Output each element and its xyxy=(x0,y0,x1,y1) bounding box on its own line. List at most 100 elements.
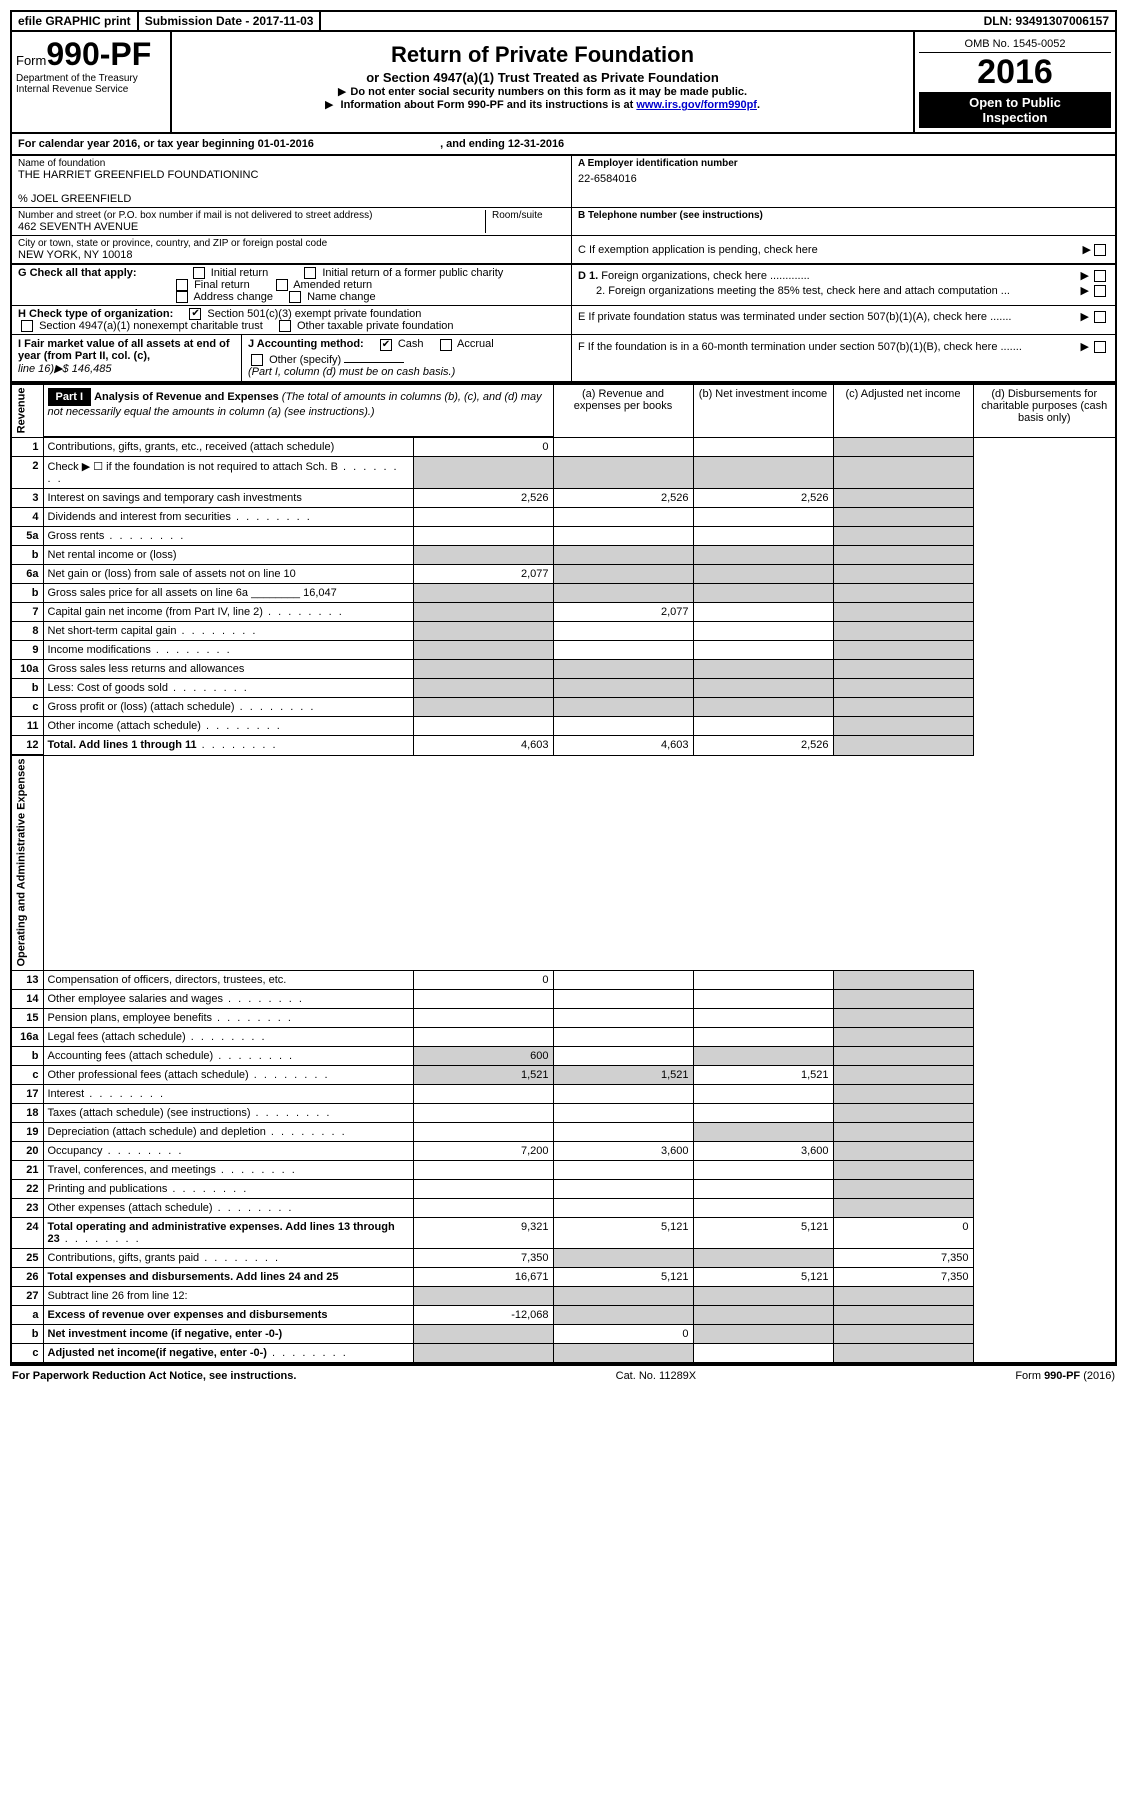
j-note: (Part I, column (d) must be on cash basi… xyxy=(248,366,455,378)
e-label: E If private foundation status was termi… xyxy=(578,311,1012,323)
form-title: Return of Private Foundation xyxy=(176,42,909,68)
row-number: 20 xyxy=(11,1142,43,1161)
row-value xyxy=(833,546,973,565)
top-bar: efile GRAPHIC print Submission Date - 20… xyxy=(10,10,1117,32)
table-row: cGross profit or (loss) (attach schedule… xyxy=(11,698,1116,717)
row-value xyxy=(833,698,973,717)
h-other-taxable[interactable] xyxy=(279,320,291,332)
row-number: 12 xyxy=(11,736,43,756)
table-row: 25Contributions, gifts, grants paid7,350… xyxy=(11,1249,1116,1268)
row-value xyxy=(553,641,693,660)
row-value xyxy=(553,584,693,603)
row-number: 23 xyxy=(11,1199,43,1218)
row-value xyxy=(693,1199,833,1218)
row-value: 7,350 xyxy=(833,1268,973,1287)
city-value: NEW YORK, NY 10018 xyxy=(18,249,565,261)
table-row: 11Other income (attach schedule) xyxy=(11,717,1116,736)
row-value xyxy=(553,971,693,990)
j-cash[interactable] xyxy=(380,339,392,351)
g-amended-return[interactable] xyxy=(276,279,288,291)
row-number: 15 xyxy=(11,1009,43,1028)
row-value xyxy=(413,1028,553,1047)
row-value xyxy=(413,1104,553,1123)
table-row: bNet investment income (if negative, ent… xyxy=(11,1325,1116,1344)
row-label: Contributions, gifts, grants, etc., rece… xyxy=(43,437,413,457)
row-value xyxy=(833,622,973,641)
row-value: 3,600 xyxy=(693,1142,833,1161)
row-value: -12,068 xyxy=(413,1306,553,1325)
row-label: Printing and publications xyxy=(43,1180,413,1199)
row-value xyxy=(553,508,693,527)
row-value xyxy=(693,1287,833,1306)
row-label: Depreciation (attach schedule) and deple… xyxy=(43,1123,413,1142)
table-row: bAccounting fees (attach schedule)600 xyxy=(11,1047,1116,1066)
part1-table: Revenue Part I Analysis of Revenue and E… xyxy=(10,383,1117,1364)
omb-number: OMB No. 1545-0052 xyxy=(919,36,1111,53)
row-label: Gross profit or (loss) (attach schedule) xyxy=(43,698,413,717)
g-initial-return[interactable] xyxy=(193,267,205,279)
g-address-change[interactable] xyxy=(176,291,188,303)
g-initial-former[interactable] xyxy=(304,267,316,279)
row-number: 27 xyxy=(11,1287,43,1306)
addr-label: Number and street (or P.O. box number if… xyxy=(18,210,485,221)
row-value: 4,603 xyxy=(553,736,693,756)
row-value xyxy=(693,565,833,584)
c-checkbox[interactable] xyxy=(1094,244,1106,256)
table-row: 3Interest on savings and temporary cash … xyxy=(11,489,1116,508)
table-row: 1Contributions, gifts, grants, etc., rec… xyxy=(11,437,1116,457)
instructions-link[interactable]: www.irs.gov/form990pf xyxy=(636,99,757,111)
row-value xyxy=(413,1199,553,1218)
j-other[interactable] xyxy=(251,354,263,366)
row-value xyxy=(553,1287,693,1306)
table-row: 24Total operating and administrative exp… xyxy=(11,1218,1116,1249)
row-number: 10a xyxy=(11,660,43,679)
row-value xyxy=(693,1123,833,1142)
row-number: 17 xyxy=(11,1085,43,1104)
table-row: 21Travel, conferences, and meetings xyxy=(11,1161,1116,1180)
row-number: b xyxy=(11,1047,43,1066)
efile-label: efile GRAPHIC print xyxy=(12,12,139,30)
row-value: 1,521 xyxy=(553,1066,693,1085)
table-row: 7Capital gain net income (from Part IV, … xyxy=(11,603,1116,622)
table-row: 17Interest xyxy=(11,1085,1116,1104)
j-accrual[interactable] xyxy=(440,339,452,351)
row-value xyxy=(553,1161,693,1180)
row-number: 26 xyxy=(11,1268,43,1287)
row-value: 1,521 xyxy=(693,1066,833,1085)
row-value: 7,350 xyxy=(413,1249,553,1268)
f-checkbox[interactable] xyxy=(1094,341,1106,353)
row-value: 16,671 xyxy=(413,1268,553,1287)
row-value xyxy=(553,1104,693,1123)
row-value xyxy=(833,1066,973,1085)
row-value xyxy=(693,457,833,489)
row-value xyxy=(833,971,973,990)
table-row: 26Total expenses and disbursements. Add … xyxy=(11,1268,1116,1287)
form-prefix: Form xyxy=(16,53,46,68)
h-4947[interactable] xyxy=(21,320,33,332)
row-label: Interest xyxy=(43,1085,413,1104)
row-value xyxy=(833,437,973,457)
d1-checkbox[interactable] xyxy=(1094,270,1106,282)
row-value xyxy=(833,679,973,698)
j-label: J Accounting method: xyxy=(248,338,364,350)
table-row: cOther professional fees (attach schedul… xyxy=(11,1066,1116,1085)
dept-label: Department of the Treasury xyxy=(16,73,166,84)
row-value: 0 xyxy=(833,1218,973,1249)
footer-right: Form 990-PF (2016) xyxy=(1015,1370,1115,1382)
row-value xyxy=(553,1344,693,1364)
row-number: 14 xyxy=(11,990,43,1009)
row-value xyxy=(553,457,693,489)
row-number: c xyxy=(11,1344,43,1364)
row-number: 19 xyxy=(11,1123,43,1142)
row-value xyxy=(693,622,833,641)
row-value xyxy=(833,584,973,603)
i-line: line 16)▶$ 146,485 xyxy=(18,363,111,375)
care-of: % JOEL GREENFIELD xyxy=(18,193,565,205)
row-value xyxy=(413,1325,553,1344)
g-final-return[interactable] xyxy=(176,279,188,291)
e-checkbox[interactable] xyxy=(1094,311,1106,323)
h-501c3[interactable] xyxy=(189,308,201,320)
row-label: Other employee salaries and wages xyxy=(43,990,413,1009)
g-name-change[interactable] xyxy=(289,291,301,303)
d2-checkbox[interactable] xyxy=(1094,285,1106,297)
